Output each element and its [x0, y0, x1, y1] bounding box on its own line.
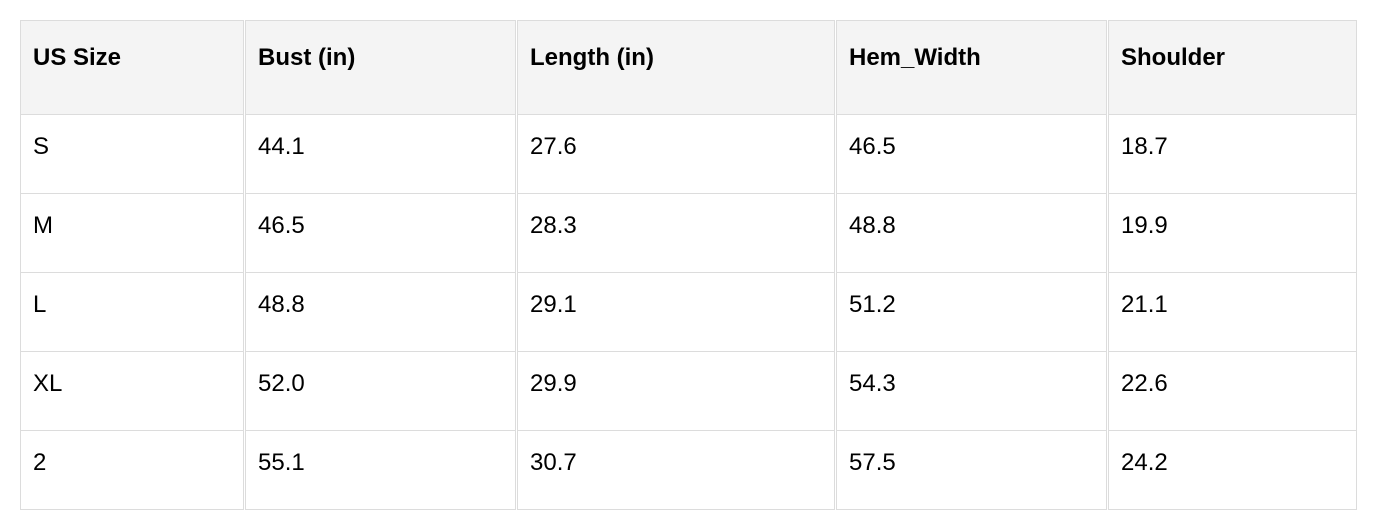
table-cell: 29.9	[517, 352, 835, 431]
table-cell: 52.0	[245, 352, 516, 431]
table-cell: 30.7	[517, 431, 835, 510]
table-cell: 57.5	[836, 431, 1107, 510]
size-chart-table: US Size Bust (in) Length (in) Hem_Width Shou…	[20, 20, 1357, 510]
table-cell: 54.3	[836, 352, 1107, 431]
table-cell: 24.2	[1108, 431, 1357, 510]
table-cell: 48.8	[836, 194, 1107, 273]
table-cell: 28.3	[517, 194, 835, 273]
table-cell: L	[20, 273, 244, 352]
table-cell: 46.5	[836, 115, 1107, 194]
table-cell: 19.9	[1108, 194, 1357, 273]
table-cell: 22.6	[1108, 352, 1357, 431]
column-header: Hem_Width	[836, 20, 1107, 115]
table-row: M 46.5 28.3 48.8 19.9	[20, 194, 1357, 273]
table-cell: XL	[20, 352, 244, 431]
table-cell: 29.1	[517, 273, 835, 352]
table-cell: 55.1	[245, 431, 516, 510]
table-row: L 48.8 29.1 51.2 21.1	[20, 273, 1357, 352]
column-header: Bust (in)	[245, 20, 516, 115]
table-row: S 44.1 27.6 46.5 18.7	[20, 115, 1357, 194]
table-header-row: US Size Bust (in) Length (in) Hem_Width Shou…	[20, 20, 1357, 115]
table-cell: 2	[20, 431, 244, 510]
column-header: Length (in)	[517, 20, 835, 115]
table-cell: M	[20, 194, 244, 273]
table-cell: 48.8	[245, 273, 516, 352]
table-cell: 46.5	[245, 194, 516, 273]
table-cell: 44.1	[245, 115, 516, 194]
column-header: Shoulder	[1108, 20, 1357, 115]
table-cell: 51.2	[836, 273, 1107, 352]
column-header: US Size	[20, 20, 244, 115]
table-row: 2 55.1 30.7 57.5 24.2	[20, 431, 1357, 510]
table-cell: 21.1	[1108, 273, 1357, 352]
table-cell: 27.6	[517, 115, 835, 194]
table-row: XL 52.0 29.9 54.3 22.6	[20, 352, 1357, 431]
table-cell: 18.7	[1108, 115, 1357, 194]
table-cell: S	[20, 115, 244, 194]
